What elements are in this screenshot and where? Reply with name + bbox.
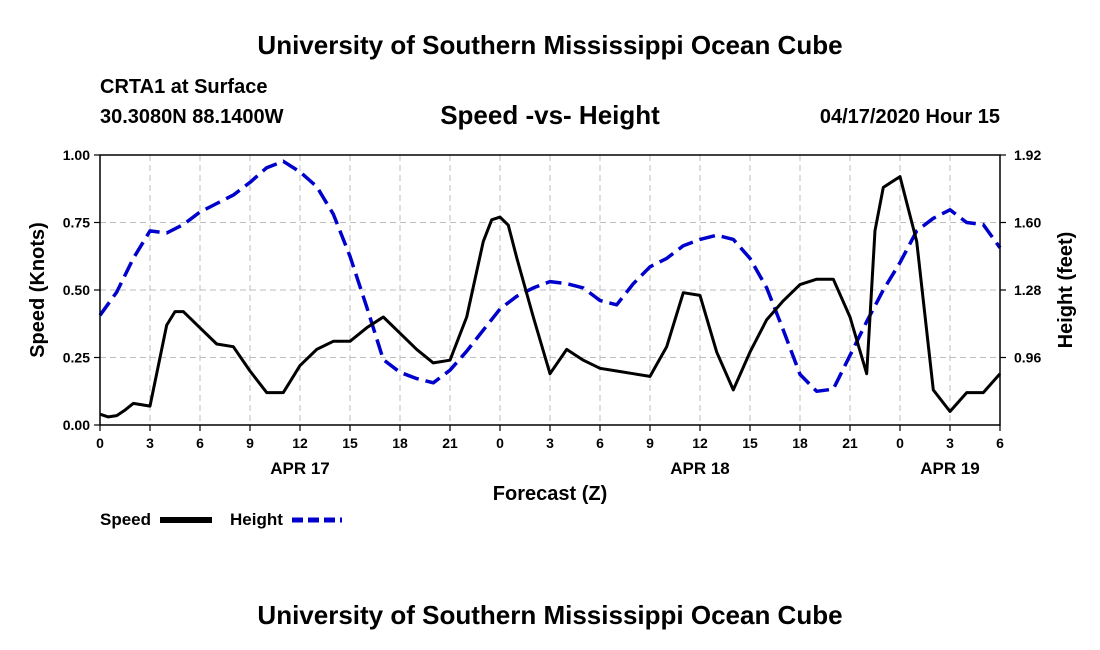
y-tick-label: 0.00 bbox=[63, 417, 90, 433]
legend-speed-label: Speed bbox=[100, 510, 151, 529]
y-tick-label: 0.50 bbox=[63, 282, 90, 298]
x-tick-label: 9 bbox=[646, 435, 654, 451]
x-tick-label: 6 bbox=[596, 435, 604, 451]
x-tick-label: 18 bbox=[392, 435, 408, 451]
legend: Speed Height bbox=[100, 510, 342, 529]
x-tick-label: 6 bbox=[196, 435, 204, 451]
speed-series-line bbox=[99, 175, 1002, 419]
y2-tick-label: 0.96 bbox=[1014, 350, 1041, 366]
x-tick-label: 21 bbox=[442, 435, 458, 451]
x-tick-label: 0 bbox=[96, 435, 104, 451]
legend-height-label: Height bbox=[230, 510, 283, 529]
series-layer bbox=[98, 159, 1002, 419]
x-tick-label: 12 bbox=[692, 435, 708, 451]
x-tick-label: 0 bbox=[496, 435, 504, 451]
y-tick-label: 1.00 bbox=[63, 147, 90, 163]
day-label: APR 19 bbox=[920, 459, 980, 478]
chart-subtitle: Speed -vs- Height bbox=[440, 100, 660, 130]
x-tick-label: 21 bbox=[842, 435, 858, 451]
x-tick-label: 12 bbox=[292, 435, 308, 451]
x-tick-label: 3 bbox=[946, 435, 954, 451]
x-tick-label: 3 bbox=[546, 435, 554, 451]
day-label: APR 18 bbox=[670, 459, 730, 478]
y2-tick-label: 1.60 bbox=[1014, 215, 1041, 231]
y-tick-label: 0.75 bbox=[63, 215, 90, 231]
y2-tick-label: 1.28 bbox=[1014, 282, 1041, 298]
x-tick-label: 0 bbox=[896, 435, 904, 451]
x-tick-label: 15 bbox=[342, 435, 358, 451]
x-tick-label: 9 bbox=[246, 435, 254, 451]
station-name: CRTA1 at Surface bbox=[100, 76, 268, 98]
forecast-timestamp: 04/17/2020 Hour 15 bbox=[819, 106, 1000, 128]
y-tick-label: 0.25 bbox=[63, 350, 90, 366]
day-label: APR 17 bbox=[270, 459, 330, 478]
station-coordinates: 30.3080N 88.1400W bbox=[100, 106, 284, 128]
x-tick-label: 3 bbox=[146, 435, 154, 451]
y-axis-label: Speed (Knots) bbox=[27, 222, 49, 358]
x-tick-label: 15 bbox=[742, 435, 758, 451]
x-tick-label: 18 bbox=[792, 435, 808, 451]
y2-axis-label: Height (feet) bbox=[1055, 232, 1077, 349]
page-title: University of Southern Mississippi Ocean… bbox=[257, 30, 843, 60]
footer-title: University of Southern Mississippi Ocean… bbox=[257, 600, 843, 630]
y2-tick-label: 1.92 bbox=[1014, 147, 1041, 163]
x-axis-label: Forecast (Z) bbox=[493, 483, 607, 505]
axis-ticks: 0 3 6 9 12 15 18 21 0 3 6 9 12 15 18 21 0 3 6 0.00 0.25 0.50 0… bbox=[63, 147, 1042, 478]
x-tick-label: 6 bbox=[996, 435, 1004, 451]
height-series-line bbox=[98, 159, 1002, 394]
